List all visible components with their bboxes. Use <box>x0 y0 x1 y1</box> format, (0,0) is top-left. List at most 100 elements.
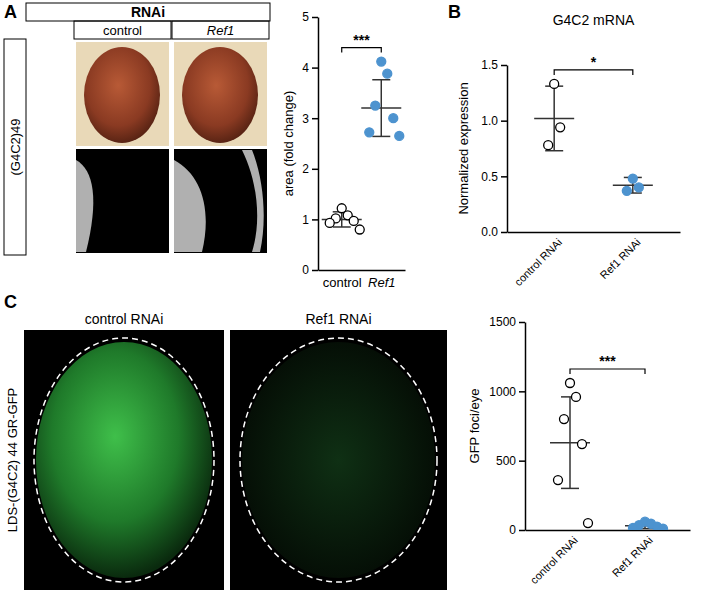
data-point <box>377 57 386 66</box>
data-point <box>383 69 392 78</box>
fluorescence-image <box>24 330 224 590</box>
y-tick-label: 5 <box>302 10 309 24</box>
column-label: Ref1 RNAi <box>305 311 371 327</box>
y-tick-mark <box>312 17 318 19</box>
confocal-structure <box>76 160 93 252</box>
chart: 050010001500control RNAiRef1 RNAiGFP foc… <box>467 315 691 586</box>
gfp-signal <box>36 342 212 578</box>
y-tick-mark <box>519 391 525 393</box>
data-point <box>572 392 581 401</box>
data-point <box>629 523 638 530</box>
header-box <box>26 3 270 21</box>
y-tick: 0 <box>509 523 525 537</box>
y-axis-line <box>507 66 509 233</box>
y-tick-mark <box>519 322 525 324</box>
confocal-image <box>174 149 267 253</box>
data-point <box>628 174 637 183</box>
significance-bracket <box>554 70 633 75</box>
y-tick-mark <box>501 65 507 67</box>
data-point <box>556 123 565 132</box>
x-tick: Ref1 <box>368 270 395 290</box>
x-tick: control RNAi <box>528 530 580 586</box>
x-tick: Ref1 RNAi <box>597 232 642 281</box>
data-point <box>365 128 374 137</box>
y-tick-label: 1500 <box>489 315 516 329</box>
y-tick-label: 0 <box>509 523 516 537</box>
data-point <box>349 216 358 225</box>
data-point <box>554 476 563 485</box>
x-axis: control RNAi Ref1 RNAi <box>508 232 681 288</box>
data-point <box>544 141 553 150</box>
y-tick: 0 <box>302 263 318 277</box>
data-point <box>634 183 643 192</box>
x-axis-line <box>319 270 406 272</box>
chart: 0 1 2 3 4 5 control Ref1 area (fold change) *** <box>281 10 406 290</box>
panel-letter: A <box>4 2 17 22</box>
x-tick-label: control RNAi <box>528 534 580 586</box>
y-tick-label: 1.0 <box>481 114 498 128</box>
significance-label: *** <box>599 353 616 369</box>
panel-c-images: control RNAiRef1 RNAiLDS-(G4C2) 44 GR-GF… <box>5 311 447 590</box>
data-point <box>584 519 593 528</box>
y-tick-mark <box>519 530 525 532</box>
y-tick-label: 2 <box>302 162 309 176</box>
panel-a-images: RNAicontrolRef1(G4C2)49 <box>4 3 270 255</box>
y-tick-mark <box>312 67 318 69</box>
x-axis-line <box>508 232 681 234</box>
data-point <box>395 131 404 140</box>
plot-area <box>550 379 668 530</box>
panel-letter: B <box>448 2 461 22</box>
y-tick-label: 1.5 <box>481 58 498 72</box>
data-point <box>566 379 575 388</box>
y-axis-title: Normalized expression <box>456 82 471 214</box>
eye-photo <box>76 42 169 146</box>
eye-outline <box>240 338 437 582</box>
x-tick-label: Ref1 RNAi <box>610 534 655 579</box>
eye <box>182 47 258 143</box>
error-bar-cap <box>561 488 579 490</box>
mean-line <box>534 118 574 120</box>
x-tick-label: control <box>323 275 362 290</box>
y-tick: 5 <box>302 10 318 24</box>
x-axis: control RNAi Ref1 RNAi <box>526 530 691 586</box>
data-point <box>355 225 364 234</box>
data-point <box>659 524 668 530</box>
y-tick: 4 <box>302 61 318 75</box>
significance-label: *** <box>353 32 370 48</box>
column-label: Ref1 <box>207 23 234 38</box>
column-box <box>74 21 171 39</box>
data-point <box>389 114 398 123</box>
y-tick-mark <box>501 232 507 234</box>
row-label: (G4C2)49 <box>8 118 23 175</box>
y-tick-label: 1000 <box>489 385 516 399</box>
y-tick: 0.0 <box>481 225 507 239</box>
significance-bracket <box>570 369 645 374</box>
y-axis-title: area (fold change) <box>281 91 296 197</box>
error-bar-cap <box>372 136 390 138</box>
y-tick-label: 0.0 <box>481 225 498 239</box>
y-axis-line <box>525 323 527 531</box>
error-bar-cap <box>372 79 390 81</box>
x-tick-label: Ref1 <box>368 275 395 290</box>
y-tick: 1.0 <box>481 114 507 128</box>
y-tick-mark <box>312 118 318 120</box>
significance-label: * <box>591 54 597 70</box>
y-axis-line <box>318 18 320 271</box>
figure: ABCRNAicontrolRef1(G4C2)49control RNAiRe… <box>0 0 709 594</box>
eye-outline <box>34 338 214 582</box>
x-axis: control Ref1 <box>319 270 406 290</box>
y-tick-label: 0.5 <box>481 170 498 184</box>
y-tick-label: 1 <box>302 213 309 227</box>
y-tick-mark <box>312 219 318 221</box>
row-label: LDS-(G4C2) 44 GR-GFP <box>5 388 20 532</box>
column-label: control <box>103 23 142 38</box>
chart: 0.0 0.5 1.0 1.5 control RNAi Ref1 RNAi Normali… <box>456 12 681 288</box>
y-tick: 3 <box>302 112 318 126</box>
data-point <box>560 415 569 424</box>
data-point <box>325 218 334 227</box>
fluorescence-image <box>230 330 447 590</box>
data-point <box>622 186 631 195</box>
x-tick: control RNAi <box>512 232 564 288</box>
x-tick: control <box>323 270 362 290</box>
mean-line <box>361 107 401 109</box>
